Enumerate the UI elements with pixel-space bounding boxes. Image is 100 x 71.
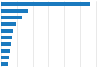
Bar [1,16,22,19]
Bar [1,36,12,39]
Bar [1,9,28,13]
Bar [1,49,10,53]
Bar [1,42,11,46]
Bar [1,29,13,33]
Bar [1,56,9,59]
Bar [1,2,90,6]
Bar [1,62,8,66]
Bar [1,22,16,26]
